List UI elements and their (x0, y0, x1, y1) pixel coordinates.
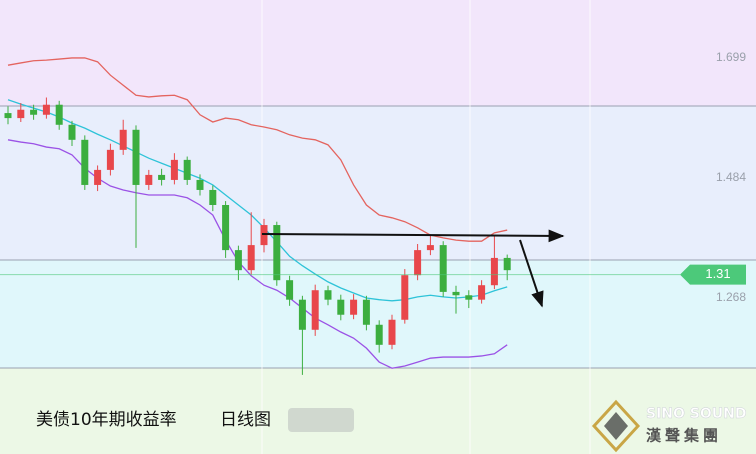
candle-body (311, 290, 319, 330)
logo: SINO SOUND 漢聲集團 (591, 399, 747, 453)
candle-body (119, 129, 127, 150)
candle-body (260, 225, 268, 246)
last-price-box (680, 264, 746, 285)
candle-body (30, 109, 38, 115)
candle-body (94, 169, 102, 185)
zone (0, 0, 756, 106)
band-line (7, 139, 508, 369)
candle-body (4, 113, 12, 119)
blur-box (288, 408, 354, 432)
arrow (261, 229, 565, 243)
candle-body (414, 250, 422, 276)
candle-body (465, 295, 473, 300)
candle-body (234, 250, 242, 271)
y-tick-label: 1.484 (716, 170, 746, 184)
y-tick-label: 1.699 (716, 50, 746, 64)
level-lines (0, 105, 756, 369)
candle-body (81, 139, 89, 185)
candle-body (362, 299, 370, 325)
candle-body (132, 129, 140, 185)
candle-body (183, 159, 191, 180)
candle-body (375, 324, 383, 345)
candle-body (145, 174, 153, 185)
chart-subtitle: 日线图 (220, 410, 271, 430)
brand: SINO SOUND (646, 406, 746, 422)
candle-body (503, 257, 511, 271)
chart-title: 美债10年期收益率 (36, 410, 177, 430)
brand-cn: 漢聲集團 (646, 427, 722, 445)
zone (0, 106, 756, 260)
candle-body (273, 225, 281, 281)
candle-body (247, 245, 255, 271)
candle-body (42, 104, 50, 115)
candle-body (439, 245, 447, 292)
last-price-label: 1.31 (705, 266, 730, 281)
candle-body (401, 275, 409, 320)
band-line (7, 57, 508, 242)
candle-body (196, 179, 204, 190)
band-line (7, 99, 508, 302)
candle-body (490, 257, 498, 286)
candle-body (337, 299, 345, 315)
candle-body (298, 299, 306, 330)
candle-body (426, 245, 434, 251)
candle-body (324, 290, 332, 300)
candle-body (17, 109, 25, 119)
candle-body (158, 174, 166, 180)
candle-body (478, 285, 486, 300)
candle-body (209, 189, 217, 205)
candle-body (452, 291, 460, 296)
candle-body (170, 159, 178, 180)
zone (0, 260, 756, 368)
candle-body (106, 149, 114, 170)
candle-body (286, 280, 294, 300)
candle-body (350, 299, 358, 315)
y-tick-label: 1.268 (716, 290, 746, 304)
zone (0, 368, 756, 454)
candle-body (55, 104, 63, 125)
candle-body (222, 204, 230, 251)
arrow (519, 239, 544, 308)
candle-body (68, 124, 76, 140)
candle-body (388, 319, 396, 345)
